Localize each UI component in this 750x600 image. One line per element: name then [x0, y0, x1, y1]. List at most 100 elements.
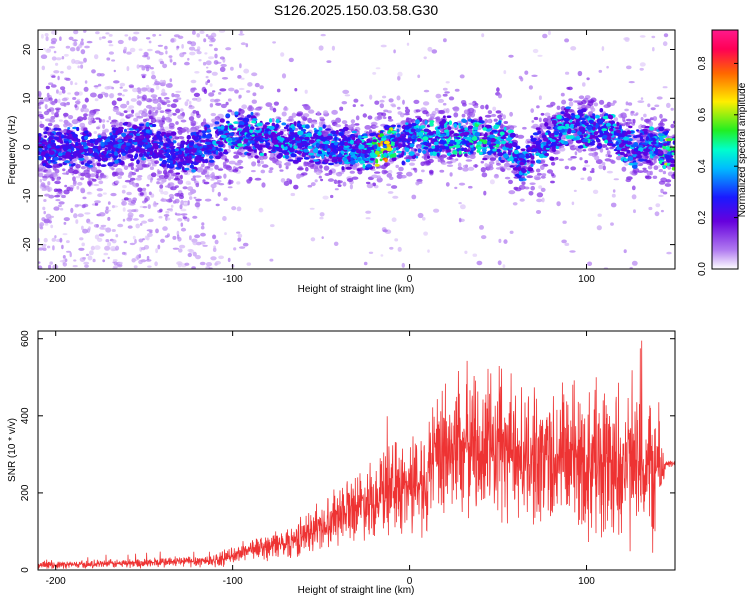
- spectrogram-cell: [150, 172, 157, 178]
- spectrogram-cell: [66, 101, 70, 106]
- spectrogram-cell: [114, 180, 120, 184]
- spectrogram-cell: [111, 205, 115, 209]
- spectrogram-cell: [51, 111, 55, 115]
- spectrogram-cell: [503, 70, 507, 75]
- spectrogram-cell: [623, 249, 627, 254]
- spectrogram-cell: [173, 177, 181, 181]
- spectrogram-cell: [180, 140, 186, 146]
- spectrogram-cell: [152, 33, 157, 37]
- spectrogram-cell: [57, 75, 60, 81]
- spectrogram-cell: [205, 81, 208, 86]
- spectrogram-cell: [142, 118, 147, 122]
- spectrogram-cell: [631, 260, 638, 266]
- spectrogram-cell: [75, 100, 81, 105]
- spectrogram-cell: [480, 160, 484, 164]
- spectrogram-cell: [397, 246, 402, 252]
- spectrogram-cell: [528, 85, 534, 90]
- spectrogram-cell: [39, 178, 42, 183]
- spectrogram-cell: [401, 262, 405, 268]
- spectrogram-cell: [204, 198, 212, 202]
- spectrogram-cell: [219, 118, 225, 123]
- spectrogram-cell: [613, 117, 619, 122]
- spectrogram-cell: [575, 100, 582, 103]
- spectrogram-cell: [104, 128, 109, 133]
- spectrogram-cell: [105, 239, 110, 243]
- spectrogram-cell: [47, 181, 51, 186]
- spectrogram-cell: [94, 141, 99, 146]
- spectrogram-cell: [470, 146, 475, 152]
- spectrogram-cell: [599, 147, 604, 153]
- spectrogram-cell: [201, 130, 207, 134]
- spectrogram-cell: [230, 66, 234, 71]
- spectrogram-cell: [307, 184, 313, 188]
- spectrogram-cell: [613, 178, 619, 181]
- spectrogram-cell: [169, 78, 173, 83]
- spectrogram-cell: [374, 100, 380, 105]
- spectrogram-cell: [189, 164, 195, 169]
- spectrogram-cell: [148, 191, 152, 196]
- spectrogram-cell: [460, 204, 466, 210]
- spectrogram-cell: [265, 102, 273, 107]
- spectrogram-cell: [632, 162, 638, 166]
- spectrogram-cell: [83, 261, 90, 265]
- spectrogram-cell: [388, 98, 394, 103]
- spectrogram-cell: [269, 153, 274, 158]
- spectrogram-cell: [143, 51, 149, 57]
- spectrogram-cell: [38, 106, 42, 110]
- spectrogram-cell: [320, 33, 326, 37]
- spectrogram-cell: [630, 110, 635, 114]
- spectrogram-cell: [406, 117, 410, 121]
- spectrogram-cell: [322, 195, 329, 200]
- spectrogram-cell: [237, 237, 242, 242]
- spectrogram-cell: [371, 174, 378, 179]
- spectrogram-cell: [160, 198, 168, 202]
- spectrogram-cell: [130, 166, 134, 171]
- spectrogram-cell: [102, 123, 106, 129]
- spectrogram-cell: [422, 110, 429, 115]
- spectrogram-cell: [110, 122, 118, 126]
- spectrogram-cell: [462, 103, 467, 107]
- spectrogram-cell: [355, 115, 360, 121]
- spectrogram-cell: [202, 61, 207, 66]
- spectrogram-cell: [646, 170, 652, 176]
- spectrogram-cell: [251, 72, 258, 77]
- spectrogram-cell: [70, 159, 77, 162]
- spectrogram-cell: [342, 181, 347, 187]
- spectrogram-cell: [98, 36, 102, 41]
- spectrogram-cell: [352, 104, 356, 108]
- spectrogram-cell: [71, 119, 79, 125]
- spectrogram-cell: [195, 255, 201, 260]
- spectrogram-cell: [428, 117, 433, 120]
- spectrogram-cell: [108, 51, 114, 55]
- spectrogram-cell: [76, 98, 81, 101]
- spectrogram-cell: [445, 108, 450, 114]
- spectrogram-cell: [214, 99, 219, 103]
- spectrogram-cell: [94, 98, 99, 102]
- spectrogram-cell: [570, 123, 574, 129]
- spectrogram-cell: [567, 139, 574, 145]
- spectrogram-cell: [214, 164, 219, 170]
- spectrogram-cell: [41, 188, 47, 191]
- spectrogram-cell: [607, 114, 612, 120]
- spectrogram-cell: [113, 265, 119, 269]
- spectrogram-cell: [533, 175, 541, 181]
- spectrogram-cell: [611, 193, 616, 198]
- spectrogram-cell: [111, 59, 116, 62]
- spectrogram-cell: [113, 69, 117, 73]
- spectrogram-cell: [177, 218, 183, 222]
- spectrogram-cell: [131, 36, 138, 42]
- spectrogram-cell: [212, 234, 216, 239]
- spectrogram-cell: [227, 257, 231, 263]
- spectrogram-cell: [672, 146, 675, 151]
- spectrogram-cell: [210, 256, 217, 261]
- spectrogram-cell: [603, 104, 611, 109]
- spectrogram-cell: [208, 92, 215, 97]
- spectrogram-cell: [600, 144, 608, 148]
- spectrogram-cell: [155, 248, 159, 254]
- spectrogram-cell: [606, 150, 611, 156]
- spectrogram-cell: [117, 175, 122, 179]
- spectrogram-cell: [101, 227, 107, 231]
- spectrogram-cell: [98, 233, 105, 237]
- spectrogram-cell: [92, 258, 96, 263]
- spectrogram-cell: [157, 44, 164, 47]
